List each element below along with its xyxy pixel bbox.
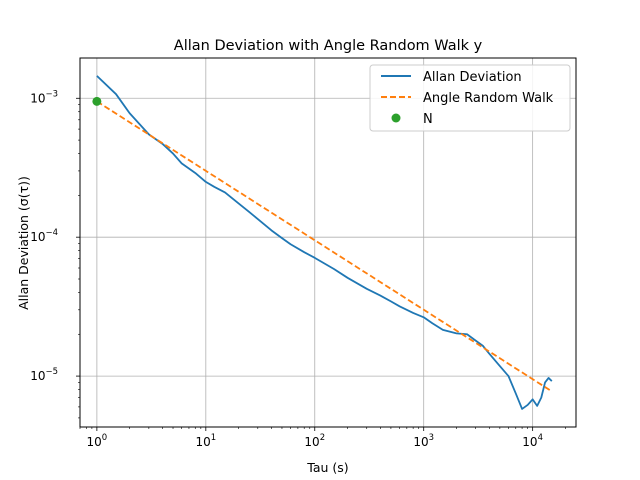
- chart-title: Allan Deviation with Angle Random Walk y: [174, 38, 483, 54]
- x-axis-label: Tau (s): [306, 460, 348, 475]
- legend: Allan Deviation Angle Random Walk N: [369, 64, 571, 132]
- legend-label-angle-random-walk: Angle Random Walk: [423, 91, 554, 106]
- legend-box: [369, 64, 571, 132]
- data-point-n: [92, 96, 102, 106]
- plot-series: [92, 75, 553, 410]
- y-axis-label: Allan Deviation (σ(τ)): [16, 176, 31, 310]
- axes-frame: [79, 57, 577, 428]
- legend-label-n: N: [423, 112, 433, 127]
- series-line-allan-deviation: [96, 75, 553, 410]
- legend-swatch-n: [391, 113, 401, 123]
- legend-label-allan-deviation: Allan Deviation: [423, 70, 522, 85]
